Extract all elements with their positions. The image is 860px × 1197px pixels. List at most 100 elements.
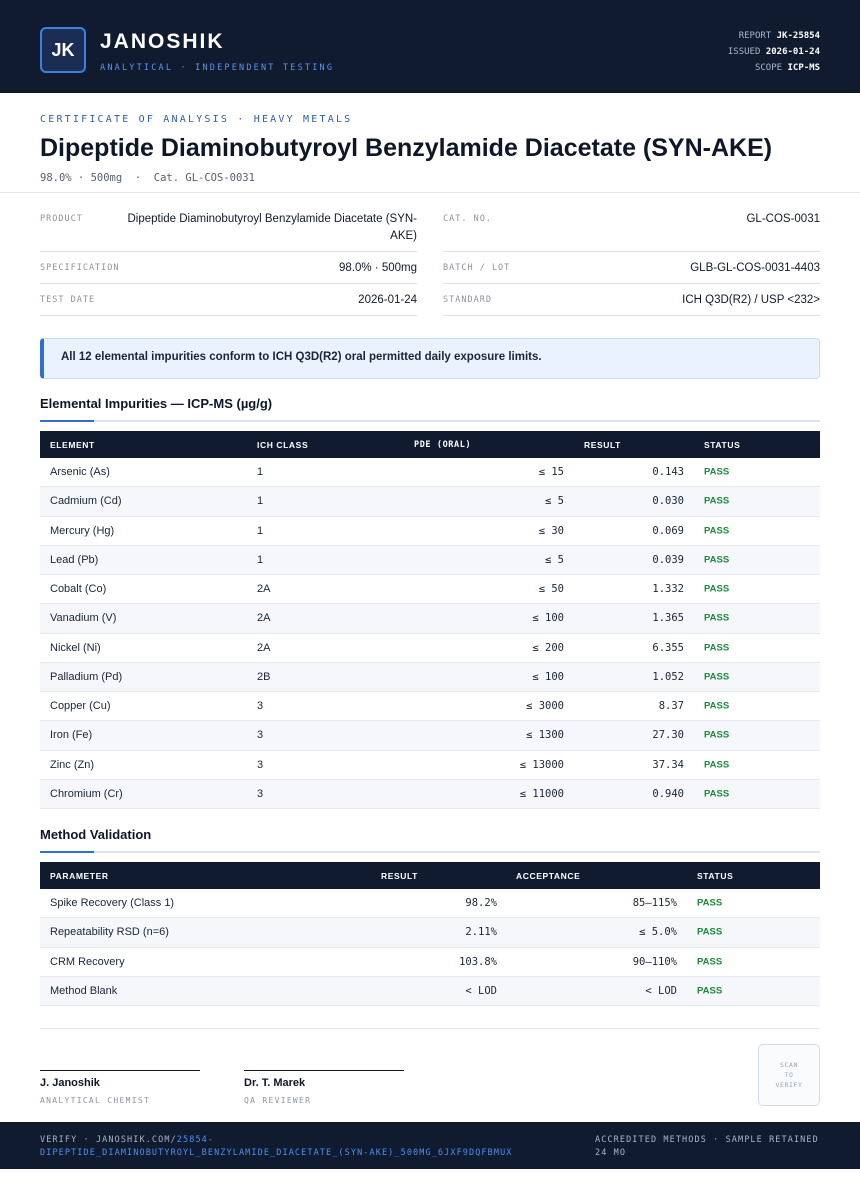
pde-limit: ≤ 5 bbox=[545, 553, 564, 566]
ich-class: 2A bbox=[257, 583, 271, 596]
parameter-name: Spike Recovery (Class 1) bbox=[50, 897, 175, 910]
status-badge: PASS bbox=[704, 495, 730, 507]
parameter-name: Method Blank bbox=[50, 984, 118, 997]
element-name: Iron (Fe) bbox=[50, 729, 93, 742]
report-label: REPORT bbox=[738, 31, 772, 41]
result-value: 8.37 bbox=[658, 700, 684, 713]
element-name: Zinc (Zn) bbox=[50, 758, 94, 771]
info-product-row: PRODUCT Dipeptide Diaminobutyroyl Benzyl… bbox=[40, 210, 417, 252]
cat-label: CAT. NO. bbox=[443, 214, 492, 224]
pde-limit: ≤ 200 bbox=[532, 641, 564, 654]
element-name: Arsenic (As) bbox=[50, 466, 110, 479]
ich-class: 1 bbox=[257, 553, 264, 566]
document-kicker: CERTIFICATE OF ANALYSIS · HEAVY METALS bbox=[40, 114, 353, 125]
product-value-line1: Dipeptide Diaminobutyroyl Benzylamide Di… bbox=[127, 213, 417, 225]
table-row: Mercury (Hg) 1 ≤ 30 0.069 PASS bbox=[40, 517, 820, 546]
status-badge: PASS bbox=[704, 671, 730, 683]
table-row: Palladium (Pd) 2B ≤ 100 1.052 PASS bbox=[40, 662, 820, 692]
col-result: RESULT bbox=[584, 440, 621, 450]
element-name: Chromium (Cr) bbox=[50, 787, 123, 800]
ich-class: 3 bbox=[257, 729, 264, 742]
section-divider-accent bbox=[40, 420, 94, 422]
signature-line bbox=[244, 1070, 404, 1071]
conformance-callout: All 12 elemental impurities conform to I… bbox=[40, 338, 820, 379]
col-status: STATUS bbox=[697, 871, 734, 881]
result-value: 0.030 bbox=[652, 495, 684, 508]
ich-class: 1 bbox=[257, 495, 264, 508]
info-standard-row: STANDARD ICH Q3D(R2) / USP <232> bbox=[443, 284, 820, 316]
date-label: TEST DATE bbox=[40, 295, 96, 305]
element-name: Cadmium (Cd) bbox=[50, 495, 122, 508]
element-name: Lead (Pb) bbox=[50, 553, 99, 566]
impurities-section-title: Elemental Impurities — ICP-MS (µg/g) bbox=[40, 396, 273, 411]
signature-line bbox=[40, 1070, 200, 1071]
table-row: Method Blank < LOD < LOD PASS bbox=[40, 976, 820, 1006]
table-row: Chromium (Cr) 3 ≤ 11000 0.940 PASS bbox=[40, 779, 820, 809]
product-value: Dipeptide Diaminobutyroyl Benzylamide Di… bbox=[107, 211, 417, 245]
verify-link[interactable]: 25854-DIPEPTIDE_DIAMINOBUTYROYL_BENZYLAM… bbox=[40, 1135, 513, 1158]
result-value: 98.2% bbox=[465, 897, 497, 910]
qr-verify-code[interactable]: SCAN TO VERIFY bbox=[758, 1044, 820, 1106]
result-value: 0.940 bbox=[652, 787, 684, 800]
element-name: Vanadium (V) bbox=[50, 612, 117, 625]
table-row: Vanadium (V) 2A ≤ 100 1.365 PASS bbox=[40, 604, 820, 634]
scope-value: ICP-MS bbox=[787, 63, 820, 73]
result-value: 1.365 bbox=[652, 612, 684, 625]
status-badge: PASS bbox=[704, 700, 730, 712]
result-value: 2.11% bbox=[465, 926, 497, 939]
element-name: Mercury (Hg) bbox=[50, 524, 115, 537]
result-value: 0.039 bbox=[652, 553, 684, 566]
signature-role: QA REVIEWER bbox=[244, 1096, 312, 1105]
pde-limit: ≤ 11000 bbox=[519, 787, 564, 800]
report-id-line: REPORT JK-25854 bbox=[728, 28, 820, 44]
table-row: Spike Recovery (Class 1) 98.2% 85–115% PASS bbox=[40, 889, 820, 919]
pde-limit: ≤ 50 bbox=[538, 583, 564, 596]
status-badge: PASS bbox=[704, 583, 730, 595]
ich-class: 2A bbox=[257, 612, 271, 625]
acceptance-range: < LOD bbox=[645, 984, 677, 997]
signature-name: Dr. T. Marek bbox=[244, 1077, 306, 1089]
issued-line: ISSUED 2026-01-24 bbox=[728, 44, 820, 60]
batch-value: GLB-GL-COS-0031-4403 bbox=[690, 262, 820, 274]
signature-name: J. Janoshik bbox=[40, 1077, 100, 1089]
validation-table-header: PARAMETER RESULT ACCEPTANCE STATUS bbox=[40, 862, 820, 889]
result-value: < LOD bbox=[465, 984, 497, 997]
spec-value: 98.0% · 500mg bbox=[339, 262, 417, 274]
standard-label: STANDARD bbox=[443, 295, 492, 305]
product-label: PRODUCT bbox=[40, 214, 83, 224]
status-badge: PASS bbox=[704, 525, 730, 537]
standard-value: ICH Q3D(R2) / USP <232> bbox=[682, 294, 820, 306]
table-row: Copper (Cu) 3 ≤ 3000 8.37 PASS bbox=[40, 692, 820, 722]
result-value: 1.052 bbox=[652, 670, 684, 683]
parameter-name: Repeatability RSD (n=6) bbox=[50, 926, 169, 939]
brand-name: JANOSHIK bbox=[100, 30, 225, 53]
qr-text-line: VERIFY bbox=[775, 1081, 803, 1089]
ich-class: 1 bbox=[257, 466, 264, 479]
issued-label: ISSUED bbox=[727, 47, 761, 57]
result-value: 0.069 bbox=[652, 524, 684, 537]
ich-class: 2B bbox=[257, 670, 271, 683]
report-header: JK JANOSHIK ANALYTICAL · INDEPENDENT TES… bbox=[0, 0, 860, 93]
table-row: Cadmium (Cd) 1 ≤ 5 0.030 PASS bbox=[40, 487, 820, 517]
page-title: Dipeptide Diaminobutyroyl Benzylamide Di… bbox=[40, 134, 773, 162]
ich-class: 3 bbox=[257, 700, 264, 713]
document-subline: 98.0% · 500mg · Cat. GL-COS-0031 bbox=[40, 172, 255, 184]
acceptance-range: 90–110% bbox=[632, 955, 677, 968]
acceptance-range: 85–115% bbox=[632, 897, 677, 910]
info-date-row: TEST DATE 2026-01-24 bbox=[40, 284, 417, 316]
col-pde: PDE (ORAL) bbox=[414, 440, 472, 450]
pde-limit: ≤ 15 bbox=[538, 466, 564, 479]
table-row: Iron (Fe) 3 ≤ 1300 27.30 PASS bbox=[40, 721, 820, 751]
col-parameter: PARAMETER bbox=[50, 871, 109, 881]
acceptance-range: ≤ 5.0% bbox=[639, 926, 677, 939]
ich-class: 2A bbox=[257, 641, 271, 654]
status-badge: PASS bbox=[704, 642, 730, 654]
report-footer: VERIFY · JANOSHIK.COM/25854-DIPEPTIDE_DI… bbox=[0, 1122, 860, 1169]
table-row: CRM Recovery 103.8% 90–110% PASS bbox=[40, 948, 820, 977]
status-badge: PASS bbox=[704, 466, 730, 478]
element-name: Palladium (Pd) bbox=[50, 670, 123, 683]
pde-limit: ≤ 1300 bbox=[526, 729, 564, 742]
element-name: Nickel (Ni) bbox=[50, 641, 101, 654]
section-divider bbox=[40, 851, 820, 853]
parameter-name: CRM Recovery bbox=[50, 955, 125, 968]
